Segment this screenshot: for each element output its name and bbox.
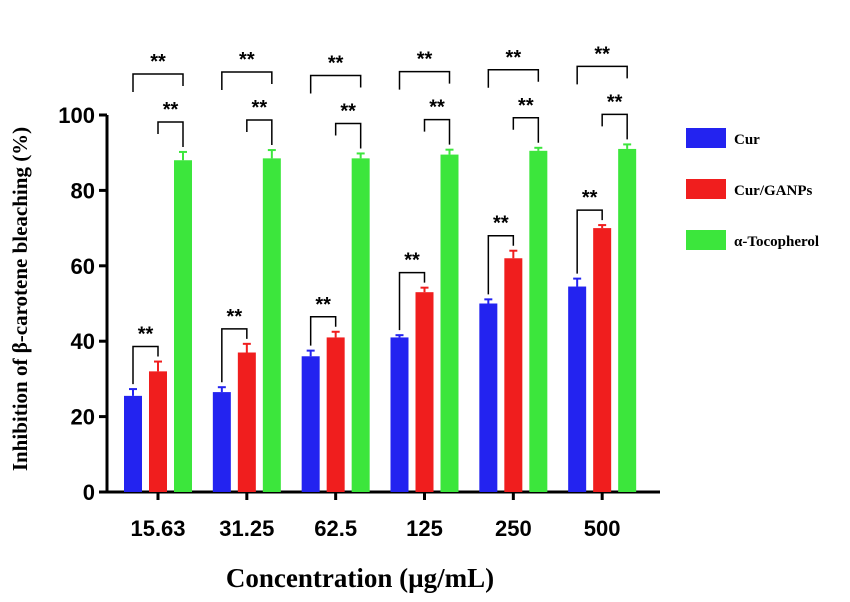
legend-swatch — [686, 230, 726, 250]
significance-group: ** ** ** ** ** ** ** ** ** ** ** ** ** ** ** ** ** ** — [132, 43, 628, 385]
significance-label: ** — [582, 187, 598, 209]
significance-label: ** — [594, 43, 610, 65]
significance-label: ** — [328, 52, 344, 74]
significance-label: ** — [138, 324, 154, 346]
y-tick-label: 40 — [71, 329, 95, 354]
legend-swatch — [686, 179, 726, 199]
significance-label: ** — [518, 95, 534, 117]
x-tick-label: 15.63 — [130, 516, 185, 541]
x-axis-title: Concentration (µg/mL) — [226, 563, 494, 593]
significance-bracket — [309, 74, 362, 94]
bar — [351, 158, 370, 493]
significance-bracket — [487, 234, 515, 295]
significance-bracket — [221, 71, 273, 91]
significance-bracket — [132, 73, 184, 92]
bar — [174, 160, 192, 493]
x-tick-label: 125 — [406, 516, 443, 541]
significance-bracket — [576, 209, 603, 274]
significance-bracket — [398, 271, 426, 331]
significance-label: ** — [340, 100, 356, 122]
bar — [479, 303, 498, 492]
significance-bracket — [309, 316, 337, 346]
significance-label: ** — [607, 91, 623, 113]
bar — [237, 352, 256, 492]
bar — [326, 337, 345, 492]
significance-bracket — [512, 117, 540, 143]
significance-bracket — [576, 65, 628, 85]
y-tick-label: 60 — [71, 254, 95, 279]
bar — [390, 337, 409, 492]
significance-bracket — [487, 69, 540, 88]
significance-bracket — [423, 118, 451, 145]
bar — [440, 154, 459, 492]
bar — [529, 150, 548, 492]
y-tick-label: 20 — [71, 405, 95, 430]
bar — [618, 148, 637, 492]
bar — [568, 286, 587, 492]
significance-bracket — [398, 70, 451, 90]
y-tick-label: 100 — [58, 103, 95, 128]
bar — [262, 158, 281, 493]
y-tick-label: 0 — [83, 480, 95, 505]
x-tick-label: 62.5 — [314, 516, 357, 541]
significance-bracket — [221, 328, 248, 383]
significance-bracket — [246, 119, 273, 146]
y-tick-label: 80 — [71, 178, 95, 203]
significance-label: ** — [239, 49, 255, 71]
bars-group — [124, 148, 637, 493]
bar — [415, 292, 434, 492]
significance-label: ** — [163, 99, 179, 121]
significance-label: ** — [493, 213, 509, 235]
bar — [124, 395, 142, 492]
legend: Cur Cur/GANPs α-Tocopherol — [686, 128, 819, 250]
significance-bracket — [601, 113, 628, 140]
legend-label: Cur/GANPs — [734, 183, 812, 199]
legend-label: α-Tocopherol — [734, 234, 819, 250]
bar — [212, 392, 231, 492]
error-bars-group — [129, 143, 632, 396]
axes: 0 20 40 60 80 100 15.63 31.25 62.5 125 250 500 — [58, 103, 660, 541]
legend-label: Cur — [734, 132, 760, 148]
bar — [301, 356, 320, 492]
significance-label: ** — [429, 97, 445, 119]
bar — [504, 258, 523, 492]
x-tick-label: 31.25 — [219, 516, 274, 541]
significance-label: ** — [150, 51, 166, 73]
significance-label: ** — [417, 49, 433, 71]
significance-label: ** — [252, 97, 268, 119]
significance-label: ** — [506, 47, 522, 69]
significance-label: ** — [227, 306, 243, 328]
significance-bracket — [157, 121, 184, 147]
bar — [149, 371, 167, 492]
significance-label: ** — [404, 250, 420, 272]
x-tick-label: 250 — [495, 516, 532, 541]
legend-swatch — [686, 128, 726, 148]
bar — [593, 228, 612, 492]
significance-label: ** — [315, 294, 331, 316]
significance-bracket — [334, 122, 362, 149]
x-tick-label: 500 — [584, 516, 621, 541]
significance-bracket — [132, 345, 159, 385]
y-axis-title: Inhibition of β-carotene bleaching (%) — [8, 127, 32, 471]
